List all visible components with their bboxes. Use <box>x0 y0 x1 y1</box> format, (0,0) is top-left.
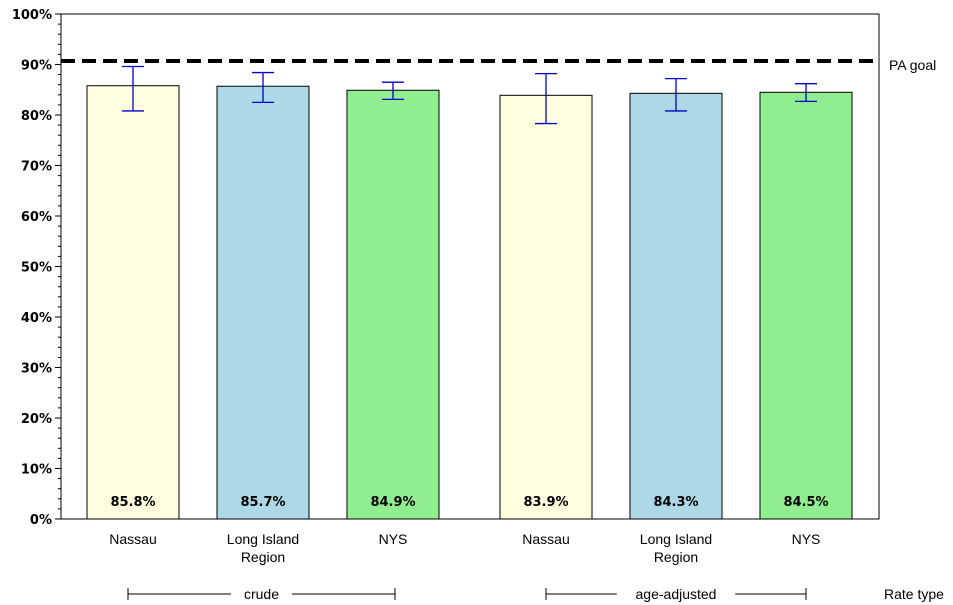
y-tick-label: 70% <box>21 160 52 175</box>
x-category-label: Nassau <box>109 531 156 547</box>
y-tick-label: 100% <box>12 8 52 23</box>
bar <box>499 94 593 520</box>
plot-frame <box>60 13 880 520</box>
y-tick-label: 10% <box>21 463 52 478</box>
bar <box>216 85 310 520</box>
reference-line-label: PA goal <box>889 57 936 73</box>
bar-value-label: 83.9% <box>523 495 568 510</box>
bar <box>346 89 440 520</box>
y-tick-label: 50% <box>21 261 52 276</box>
group-axis-label: Rate type <box>884 586 944 602</box>
y-tick-label: 20% <box>21 412 52 427</box>
x-category-label: Long Island <box>227 531 299 547</box>
bar <box>759 91 853 520</box>
group-axis: crude age-adjusted Rate type <box>127 586 944 602</box>
y-tick-label: 60% <box>21 210 52 225</box>
x-category-label: Nassau <box>522 531 569 547</box>
x-category-label: Long Island <box>640 531 712 547</box>
x-category-label: Region <box>654 549 698 565</box>
bar-value-label: 85.7% <box>240 495 285 510</box>
y-tick-label: 90% <box>21 59 52 74</box>
bar-value-label: 85.8% <box>110 495 155 510</box>
y-tick-label: 40% <box>21 311 52 326</box>
x-category-label: NYS <box>792 531 821 547</box>
y-axis: 0% 10% 20% 30% 40% 50% 60% 70% 80% 90% 100% <box>12 8 61 528</box>
bar <box>629 92 723 520</box>
bars-layer: 85.8% 85.7% 84.9% 83.9% 84.3% 84.5% <box>86 85 853 520</box>
bar-value-label: 84.9% <box>370 495 415 510</box>
x-category-label: NYS <box>379 531 408 547</box>
x-axis-labels: Nassau Long Island Region NYS Nassau Long Isl… <box>109 531 820 565</box>
group-label: age-adjusted <box>636 586 717 602</box>
y-tick-label: 30% <box>21 362 52 377</box>
y-tick-label: 80% <box>21 109 52 124</box>
reference-line-group: PA goal <box>61 57 936 73</box>
x-category-label: Region <box>241 549 285 565</box>
error-bars-layer <box>122 65 817 125</box>
bar-value-label: 84.3% <box>653 495 698 510</box>
y-tick-label: 0% <box>30 513 52 528</box>
group-label: crude <box>244 586 279 602</box>
bar-value-label: 84.5% <box>783 495 828 510</box>
bar <box>86 85 180 520</box>
